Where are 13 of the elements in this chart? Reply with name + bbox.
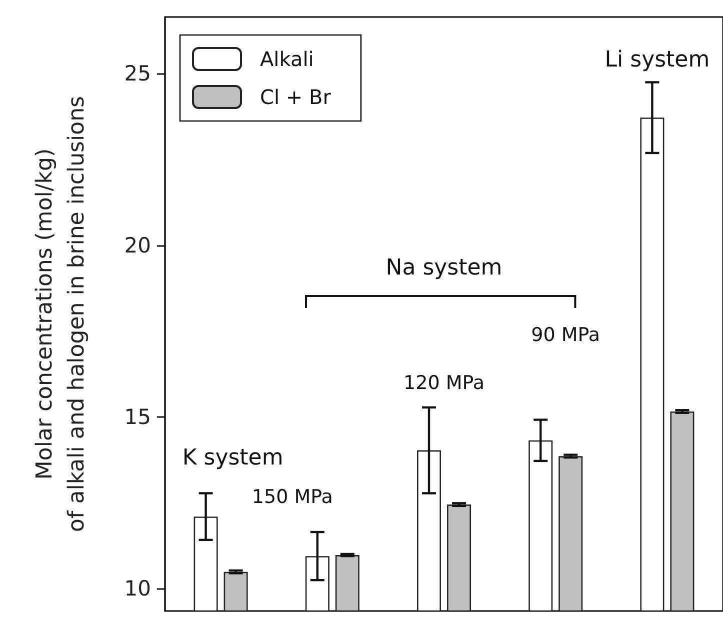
y-tick-label: 15 <box>124 405 151 430</box>
legend-label: Alkali <box>260 47 314 71</box>
y-tick-label: 20 <box>124 233 151 258</box>
annotation: K system <box>182 446 284 470</box>
y-tick-label: 10 <box>124 576 151 601</box>
annotation: Na system <box>386 256 502 280</box>
y-tick-label: 25 <box>124 62 151 86</box>
annotation: 150 MPa <box>252 486 333 508</box>
annotation: 90 MPa <box>531 324 600 346</box>
y-axis-title: Molar concentrations (mol/kg) of alkali and halogen in brine inclusions <box>32 96 90 532</box>
legend-label: Cl + Br <box>260 85 332 109</box>
annotation: Li system <box>604 48 710 72</box>
annotation: 120 MPa <box>404 372 484 394</box>
